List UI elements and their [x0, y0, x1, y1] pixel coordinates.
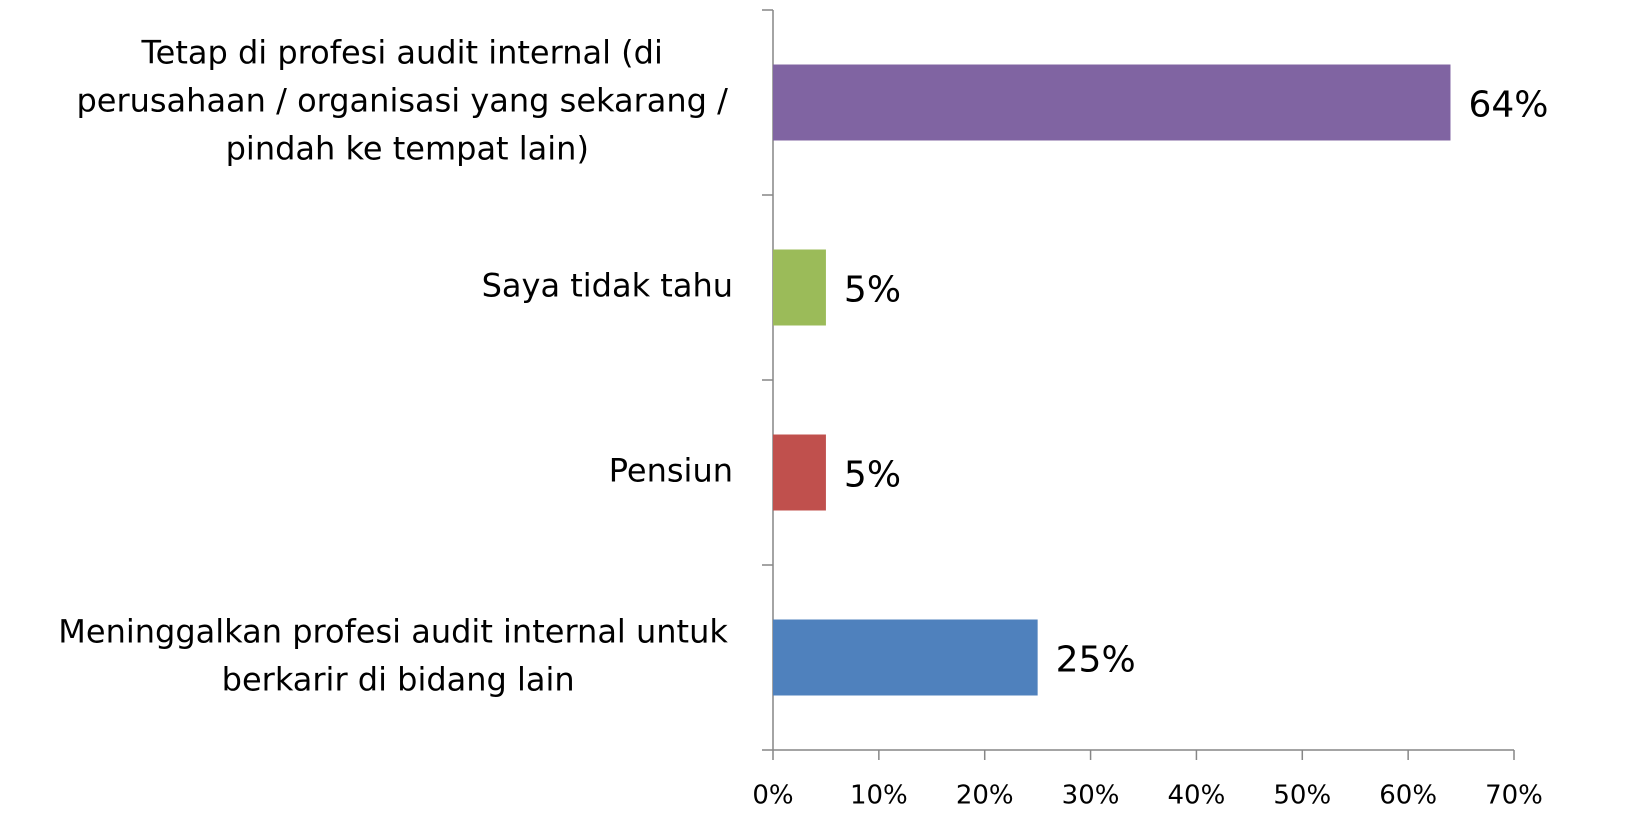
value-label: 5%: [844, 455, 901, 496]
category-label-line: Meninggalkan profesi audit internal untu…: [58, 613, 738, 651]
category-label-line: perusahaan / organisasi yang sekarang /: [76, 82, 738, 120]
category-label: Pensiun: [609, 452, 733, 490]
bar: [773, 619, 1038, 696]
bar: [773, 64, 1451, 141]
category-label-line: pindah ke tempat lain): [226, 130, 589, 168]
x-tick-label: 20%: [956, 781, 1014, 811]
category-label-line: Saya tidak tahu: [482, 267, 733, 305]
category-label-line: Pensiun: [609, 452, 733, 490]
value-label: 5%: [844, 270, 901, 311]
x-tick-label: 50%: [1273, 781, 1331, 811]
bar: [773, 434, 826, 511]
category-label-line: Tetap di profesi audit internal (di: [141, 34, 673, 72]
category-label: Tetap di profesi audit internal (di peru…: [76, 34, 738, 168]
x-tick-label: 60%: [1379, 781, 1437, 811]
x-tick-label: 70%: [1485, 781, 1543, 811]
category-label: Saya tidak tahu: [482, 267, 733, 305]
x-tick-label: 0%: [752, 781, 793, 811]
value-label: 64%: [1468, 85, 1548, 126]
x-tick-label: 40%: [1168, 781, 1226, 811]
x-tick-label: 10%: [850, 781, 908, 811]
category-label-line: berkarir di bidang lain: [222, 661, 575, 699]
x-tick-label: 30%: [1062, 781, 1120, 811]
category-label: Meninggalkan profesi audit internal untu…: [58, 613, 738, 699]
bar: [773, 249, 826, 326]
value-label: 25%: [1056, 640, 1136, 681]
